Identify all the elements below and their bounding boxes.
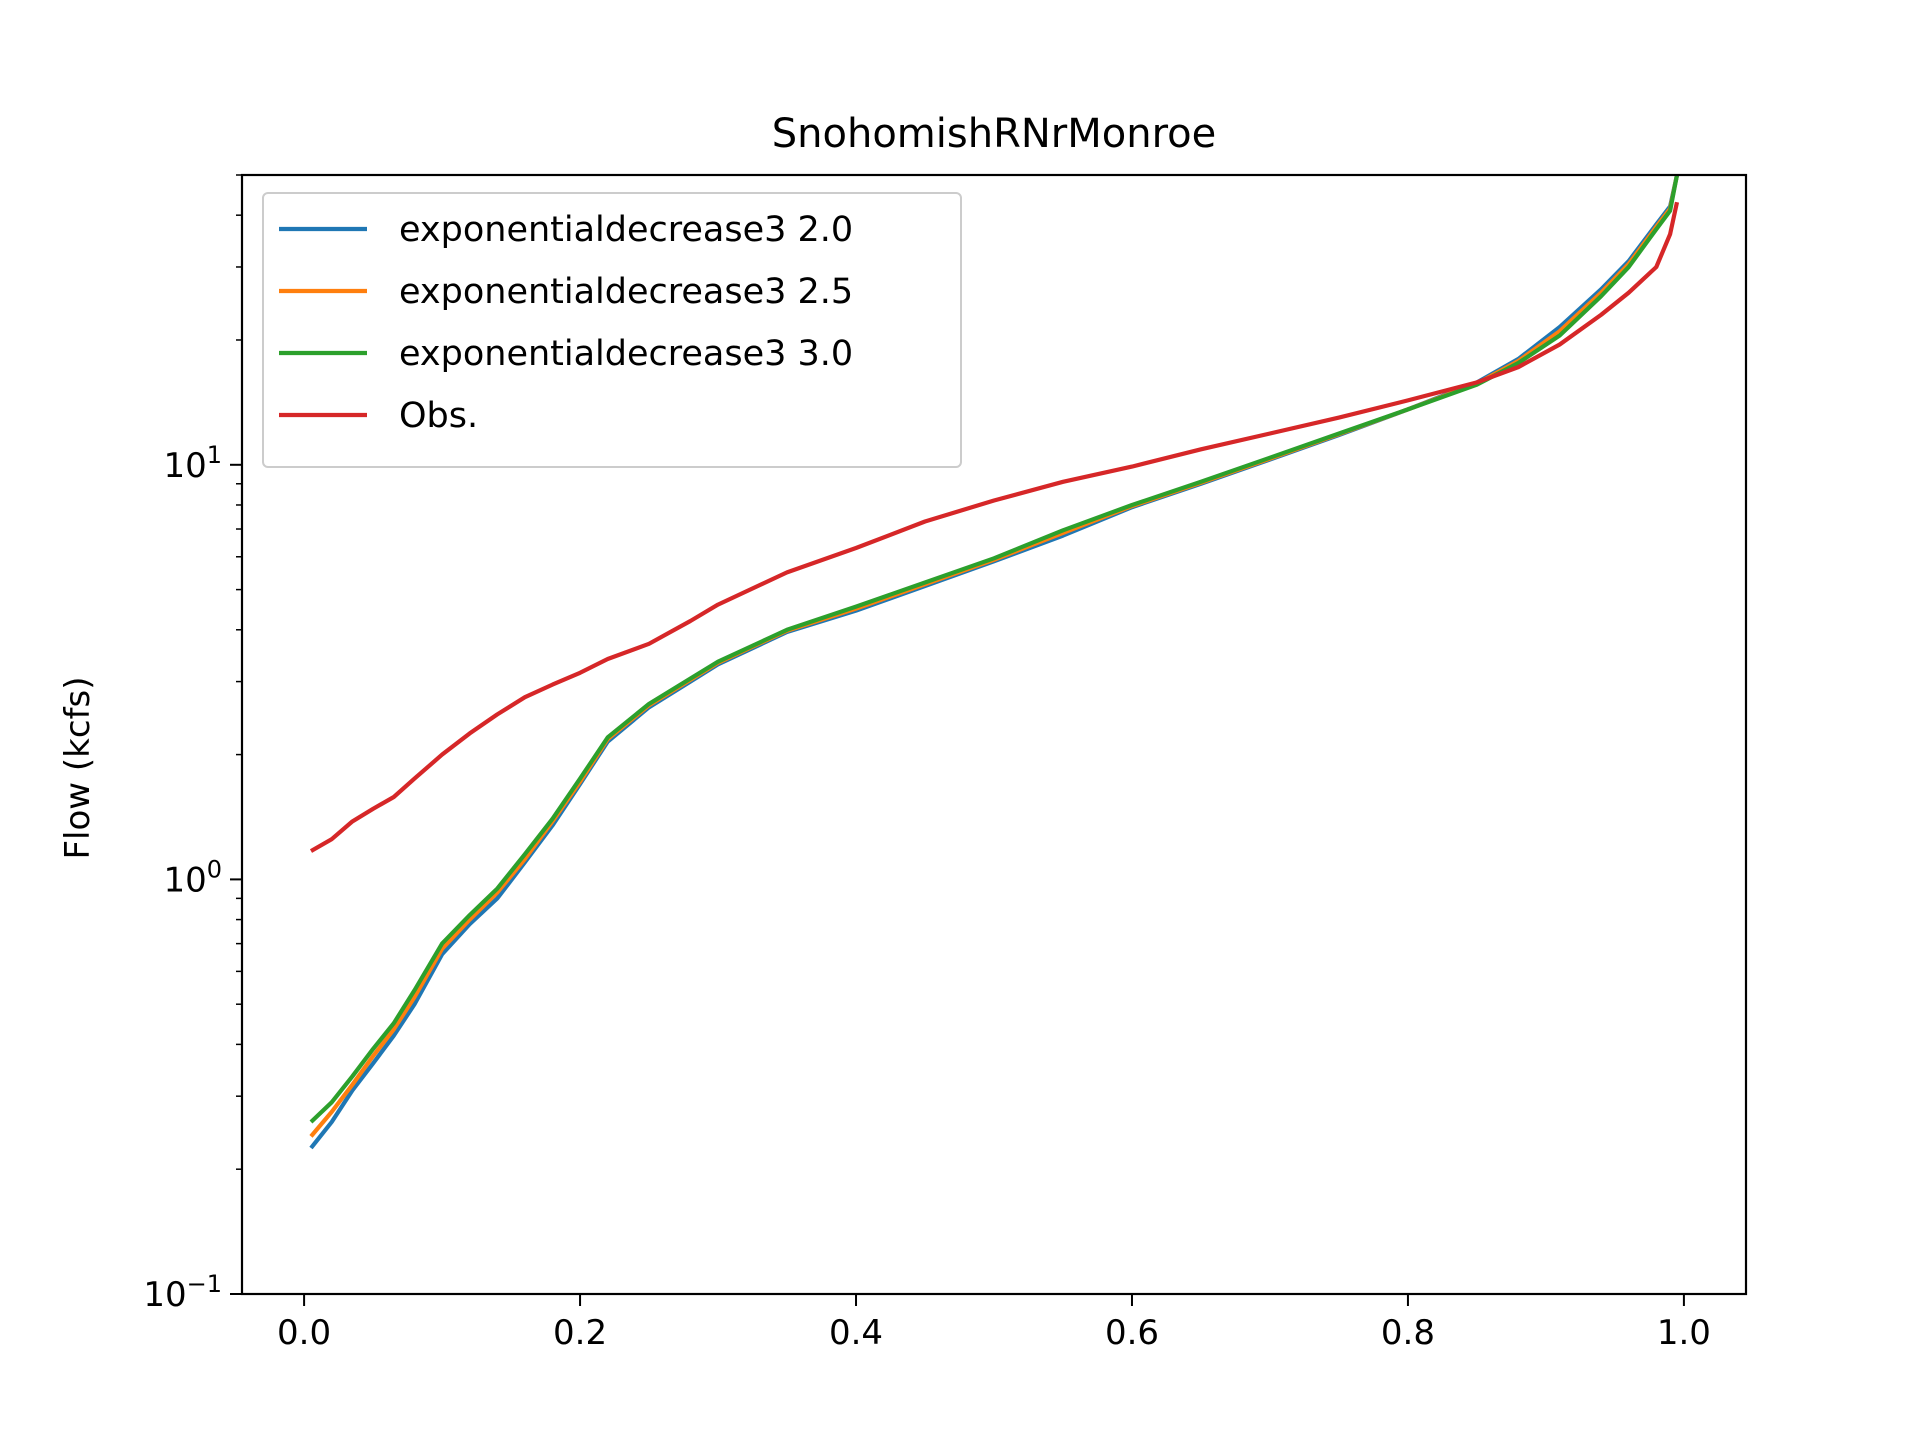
x-axis: 0.0 0.2 0.4 0.6 0.8 1.0 [277,1294,1711,1353]
x-tick-label: 0.8 [1381,1313,1435,1353]
chart-title: SnohomishRNrMonroe [772,111,1216,157]
x-tick-label: 0.2 [553,1313,607,1353]
x-tick-label: 1.0 [1657,1313,1711,1353]
legend-label: exponentialdecrease3 2.0 [399,210,853,250]
plot-frame [240,173,1748,1296]
y-axis-label: Flow (kcfs) [58,676,98,859]
y-tick-label: 100 [163,855,222,900]
legend-box [262,192,962,468]
series-layer [309,175,1680,1150]
legend: exponentialdecrease3 2.0 exponentialdecre… [262,192,962,468]
y-tick-label: 10−1 [143,1270,222,1315]
legend-label: exponentialdecrease3 3.0 [399,334,853,374]
x-tick-label: 0.4 [829,1313,883,1353]
legend-label: exponentialdecrease3 2.5 [399,272,853,312]
series-line-obs [309,201,1680,853]
x-tick-label: 0.6 [1105,1313,1159,1353]
series-line-exponentialdecrease3-3-0 [309,175,1680,1124]
x-tick-label: 0.0 [277,1313,331,1353]
y-tick-label: 101 [163,441,222,486]
y-axis: 10−1 100 101 [143,174,242,1315]
legend-label: Obs. [399,396,478,436]
